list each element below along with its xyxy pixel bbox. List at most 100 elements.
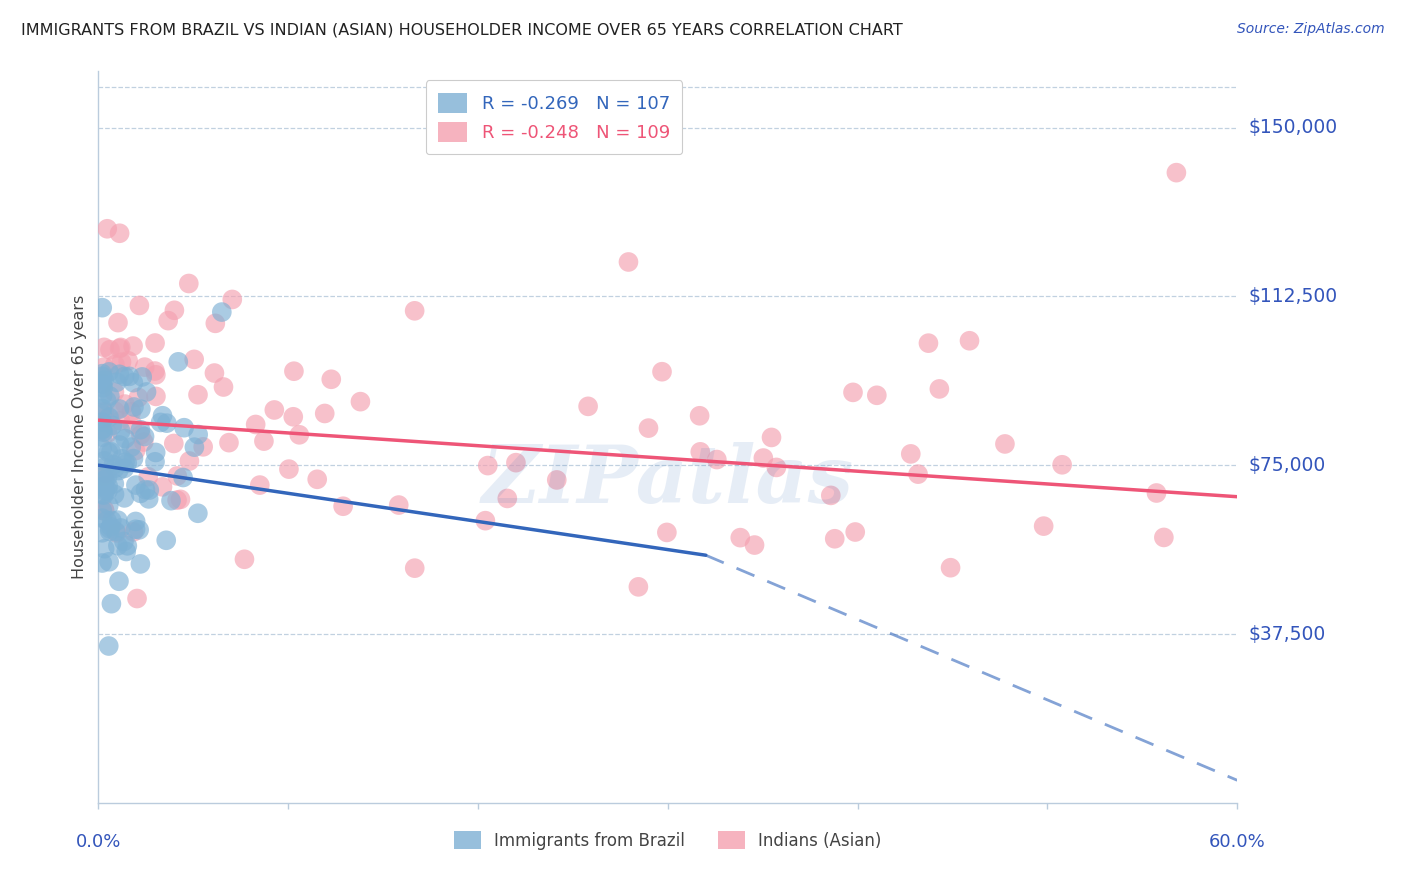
Point (166, 493, 188, 508)
Point (160, 493, 183, 508)
Text: $150,000: $150,000 (1249, 118, 1337, 137)
Point (132, 434, 155, 449)
Point (111, 451, 134, 466)
Point (263, 403, 285, 417)
Point (576, 400, 599, 414)
Point (98, 555, 121, 569)
Point (120, 405, 142, 419)
Point (93, 359, 115, 374)
Point (177, 277, 200, 291)
Point (91, 487, 114, 501)
Point (93, 405, 115, 419)
Point (866, 388, 889, 402)
Point (117, 539, 139, 553)
Point (112, 461, 135, 475)
Point (143, 364, 166, 378)
Point (97, 426, 120, 441)
Point (233, 552, 256, 566)
Point (103, 385, 125, 400)
Point (94, 504, 117, 518)
Point (752, 451, 775, 466)
Point (404, 303, 426, 318)
Point (101, 513, 124, 527)
Point (744, 538, 766, 552)
Point (283, 364, 305, 378)
Point (129, 402, 152, 417)
Point (97, 639, 120, 653)
Point (114, 455, 136, 469)
Text: $37,500: $37,500 (1249, 624, 1326, 643)
Point (122, 376, 145, 390)
Point (820, 488, 842, 502)
Point (163, 303, 186, 318)
Point (93, 411, 115, 425)
Point (844, 524, 866, 539)
Point (689, 445, 711, 459)
Point (91, 401, 114, 416)
Point (917, 336, 939, 351)
Point (505, 456, 527, 470)
Point (211, 305, 233, 319)
Point (157, 313, 180, 327)
Point (100, 520, 122, 534)
Point (155, 533, 177, 548)
Point (1050, 458, 1073, 472)
Point (91, 423, 114, 437)
Point (91, 480, 114, 494)
Point (108, 227, 131, 241)
Point (98, 343, 121, 357)
Point (349, 394, 371, 409)
Point (125, 591, 148, 606)
Point (100, 445, 122, 459)
Point (187, 506, 209, 520)
Point (332, 500, 354, 514)
Point (115, 456, 138, 470)
Point (169, 492, 191, 507)
Point (91, 556, 114, 570)
Point (91, 425, 114, 439)
Point (93, 473, 115, 487)
Point (91, 377, 114, 392)
Point (107, 539, 129, 553)
Point (134, 429, 156, 443)
Point (127, 391, 149, 405)
Point (94, 467, 117, 481)
Point (93, 502, 115, 516)
Point (112, 534, 135, 549)
Point (637, 421, 659, 435)
Point (93, 469, 115, 483)
Point (100, 597, 122, 611)
Point (104, 358, 127, 372)
Point (96, 393, 118, 408)
Point (546, 473, 568, 487)
Point (183, 352, 205, 367)
Point (307, 472, 329, 486)
Point (651, 365, 673, 379)
Point (145, 445, 167, 459)
Point (93, 454, 115, 468)
Point (91, 381, 114, 395)
Point (105, 376, 128, 390)
Point (108, 402, 131, 417)
Point (173, 420, 195, 434)
Point (617, 255, 640, 269)
Point (761, 430, 783, 444)
Text: $75,000: $75,000 (1249, 456, 1326, 475)
Point (93, 488, 115, 502)
Point (91, 422, 114, 436)
Point (1146, 486, 1168, 500)
Point (122, 400, 145, 414)
Text: ZIPatlas: ZIPatlas (482, 442, 853, 520)
Point (135, 384, 157, 399)
Point (117, 353, 139, 368)
Point (388, 498, 411, 512)
Point (114, 432, 136, 446)
Point (104, 524, 127, 539)
Point (91, 470, 114, 484)
Point (125, 478, 148, 492)
Point (218, 435, 240, 450)
Point (103, 476, 125, 491)
Point (93, 340, 115, 354)
Point (1032, 519, 1054, 533)
Point (114, 397, 136, 411)
